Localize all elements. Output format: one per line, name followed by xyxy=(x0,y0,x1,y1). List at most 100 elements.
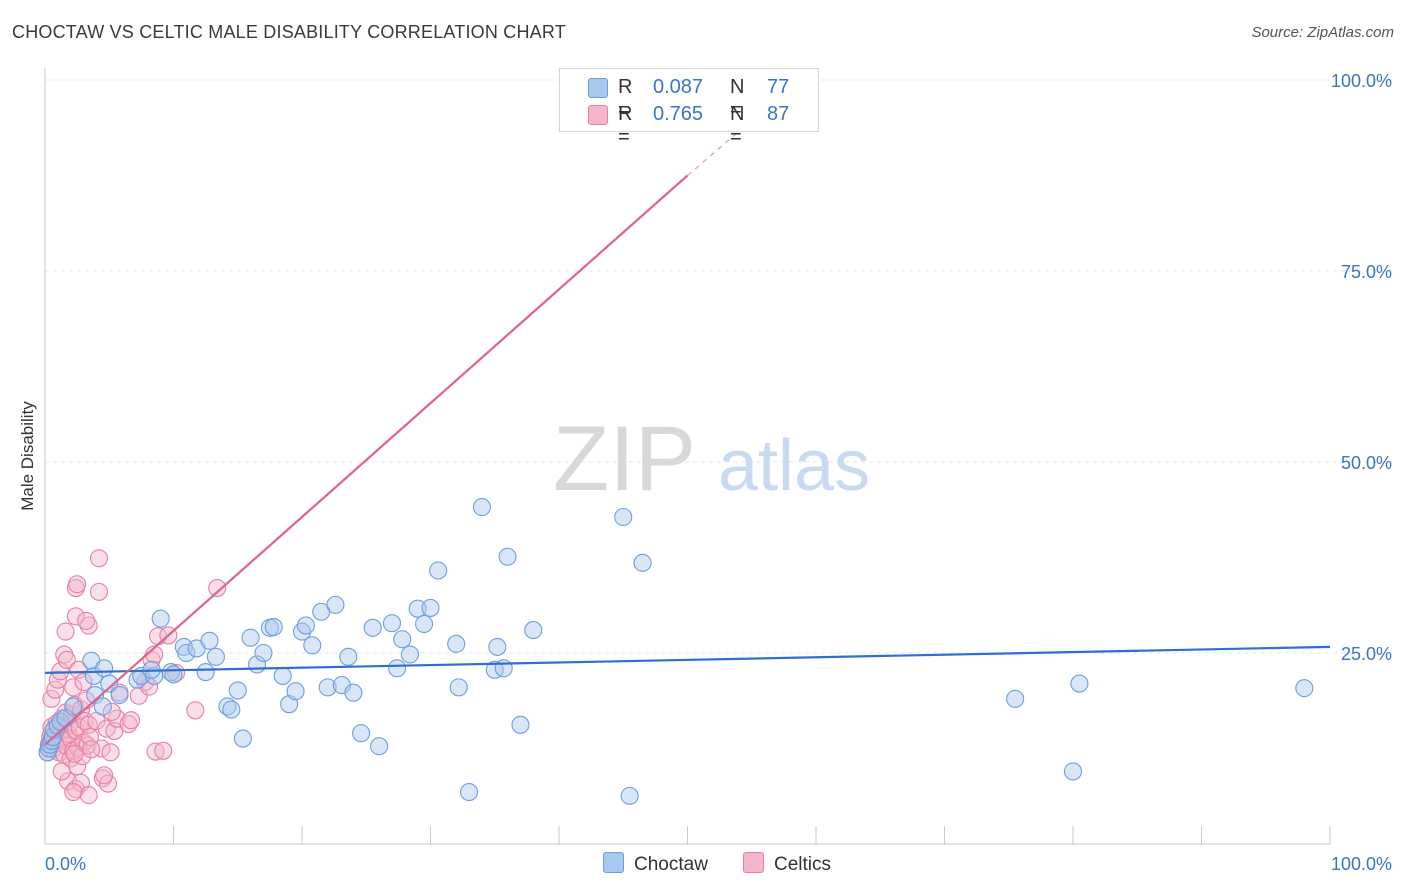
celtics-r-value: 0.765 xyxy=(653,103,704,125)
choctaw-point xyxy=(459,782,479,802)
choctaw-point xyxy=(633,553,652,572)
celtics-point xyxy=(66,607,85,626)
choctaw-point xyxy=(110,685,129,705)
choctaw-point xyxy=(429,561,448,580)
trend-lines xyxy=(44,125,1331,746)
celtics-swatch xyxy=(588,105,608,125)
choctaw-point xyxy=(472,498,491,517)
celtics-point xyxy=(74,672,93,692)
choctaw-point xyxy=(326,595,345,614)
choctaw-point xyxy=(382,614,402,633)
celtics-points xyxy=(38,549,227,805)
choctaw-point xyxy=(524,621,543,640)
celtics-r-label: R = xyxy=(618,103,633,148)
celtics-point xyxy=(98,774,118,793)
choctaw-point xyxy=(161,663,180,682)
x-tick-label-max: 100.0% xyxy=(1331,854,1392,874)
choctaw-point xyxy=(228,681,247,700)
axis-layer xyxy=(44,68,1331,845)
choctaw-point xyxy=(264,617,283,637)
choctaw-point xyxy=(421,598,440,617)
watermark-zip: ZIP xyxy=(553,408,696,510)
celtics-point xyxy=(57,650,76,669)
choctaw-point xyxy=(318,678,337,697)
choctaw-point xyxy=(95,659,114,678)
watermark: ZIP atlas xyxy=(553,408,870,510)
choctaw-point xyxy=(1295,679,1314,698)
choctaw-point xyxy=(498,547,517,566)
bottom-legend-choctaw: Choctaw xyxy=(603,852,708,876)
choctaw-trend-line xyxy=(44,645,1331,674)
choctaw-point xyxy=(206,647,225,666)
choctaw-point xyxy=(370,737,389,756)
choctaw-point xyxy=(296,616,315,635)
bottom-legend-celtics: Celtics xyxy=(743,852,831,876)
choctaw-point xyxy=(233,729,252,748)
choctaw-point xyxy=(100,674,119,693)
celtics-point xyxy=(186,701,205,720)
celtics-point xyxy=(82,740,101,759)
choctaw-r-value: 0.087 xyxy=(653,76,704,98)
celtics-point xyxy=(79,786,98,805)
choctaw-point xyxy=(196,663,215,682)
choctaw-point xyxy=(620,786,639,805)
choctaw-point xyxy=(485,660,504,679)
choctaw-point xyxy=(254,643,273,663)
celtics-trend-extension xyxy=(687,125,746,177)
y-tick-label: 75.0% xyxy=(1341,262,1392,282)
choctaw-point xyxy=(286,682,305,701)
source-label: Source: ZipAtlas.com xyxy=(1251,24,1394,41)
choctaw-point xyxy=(352,724,371,743)
tick-labels: 25.0% 50.0% 75.0% 100.0% 0.0% 100.0% xyxy=(45,71,1392,874)
choctaw-point xyxy=(151,609,170,628)
choctaw-swatch xyxy=(588,78,608,98)
chart-title: CHOCTAW VS CELTIC MALE DISABILITY CORREL… xyxy=(12,22,566,42)
celtics-n-value: 87 xyxy=(767,103,790,125)
celtics-point xyxy=(56,622,75,641)
y-tick-label: 100.0% xyxy=(1331,71,1392,91)
choctaw-point xyxy=(222,700,241,719)
choctaw-point xyxy=(200,631,219,650)
choctaw-point xyxy=(447,634,466,653)
celtics-point xyxy=(52,762,71,781)
celtics-point xyxy=(92,739,111,758)
celtics-point xyxy=(101,743,120,762)
choctaw-point xyxy=(273,666,292,685)
choctaw-point xyxy=(511,715,530,734)
choctaw-point xyxy=(614,507,633,527)
celtics-point xyxy=(102,702,121,721)
celtics-trend-line xyxy=(44,174,689,746)
celtics-point xyxy=(89,582,109,601)
celtics-point xyxy=(64,782,83,802)
bottom-choctaw-label: Choctaw xyxy=(634,854,708,875)
celtics-point xyxy=(89,549,109,568)
choctaw-point xyxy=(1063,762,1083,781)
bottom-choctaw-swatch xyxy=(603,852,624,873)
celtics-point xyxy=(77,611,96,630)
grid-layer xyxy=(45,79,1392,654)
choctaw-point xyxy=(339,647,358,666)
stats-legend: R = 0.087 N = 77 R = 0.765 N = 87 xyxy=(559,68,819,148)
choctaw-point xyxy=(494,659,513,678)
celtics-point xyxy=(65,744,84,763)
celtics-point xyxy=(122,711,141,730)
choctaw-point xyxy=(400,645,419,664)
celtics-point xyxy=(208,579,227,598)
celtics-point xyxy=(95,766,114,785)
celtics-n-label: N = xyxy=(730,103,745,148)
choctaw-point xyxy=(488,637,507,656)
x-tick-label-min: 0.0% xyxy=(45,854,86,874)
watermark-atlas: atlas xyxy=(718,426,870,506)
choctaw-point xyxy=(303,636,322,655)
choctaw-point xyxy=(93,697,112,716)
choctaw-n-value: 77 xyxy=(767,76,790,98)
celtics-point xyxy=(93,769,112,788)
choctaw-point xyxy=(241,628,260,647)
choctaw-point xyxy=(449,678,468,697)
bottom-celtics-swatch xyxy=(743,852,764,873)
choctaw-point xyxy=(177,643,196,663)
choctaw-point xyxy=(64,697,83,716)
choctaw-points xyxy=(38,498,1314,805)
celtics-point xyxy=(68,575,87,594)
